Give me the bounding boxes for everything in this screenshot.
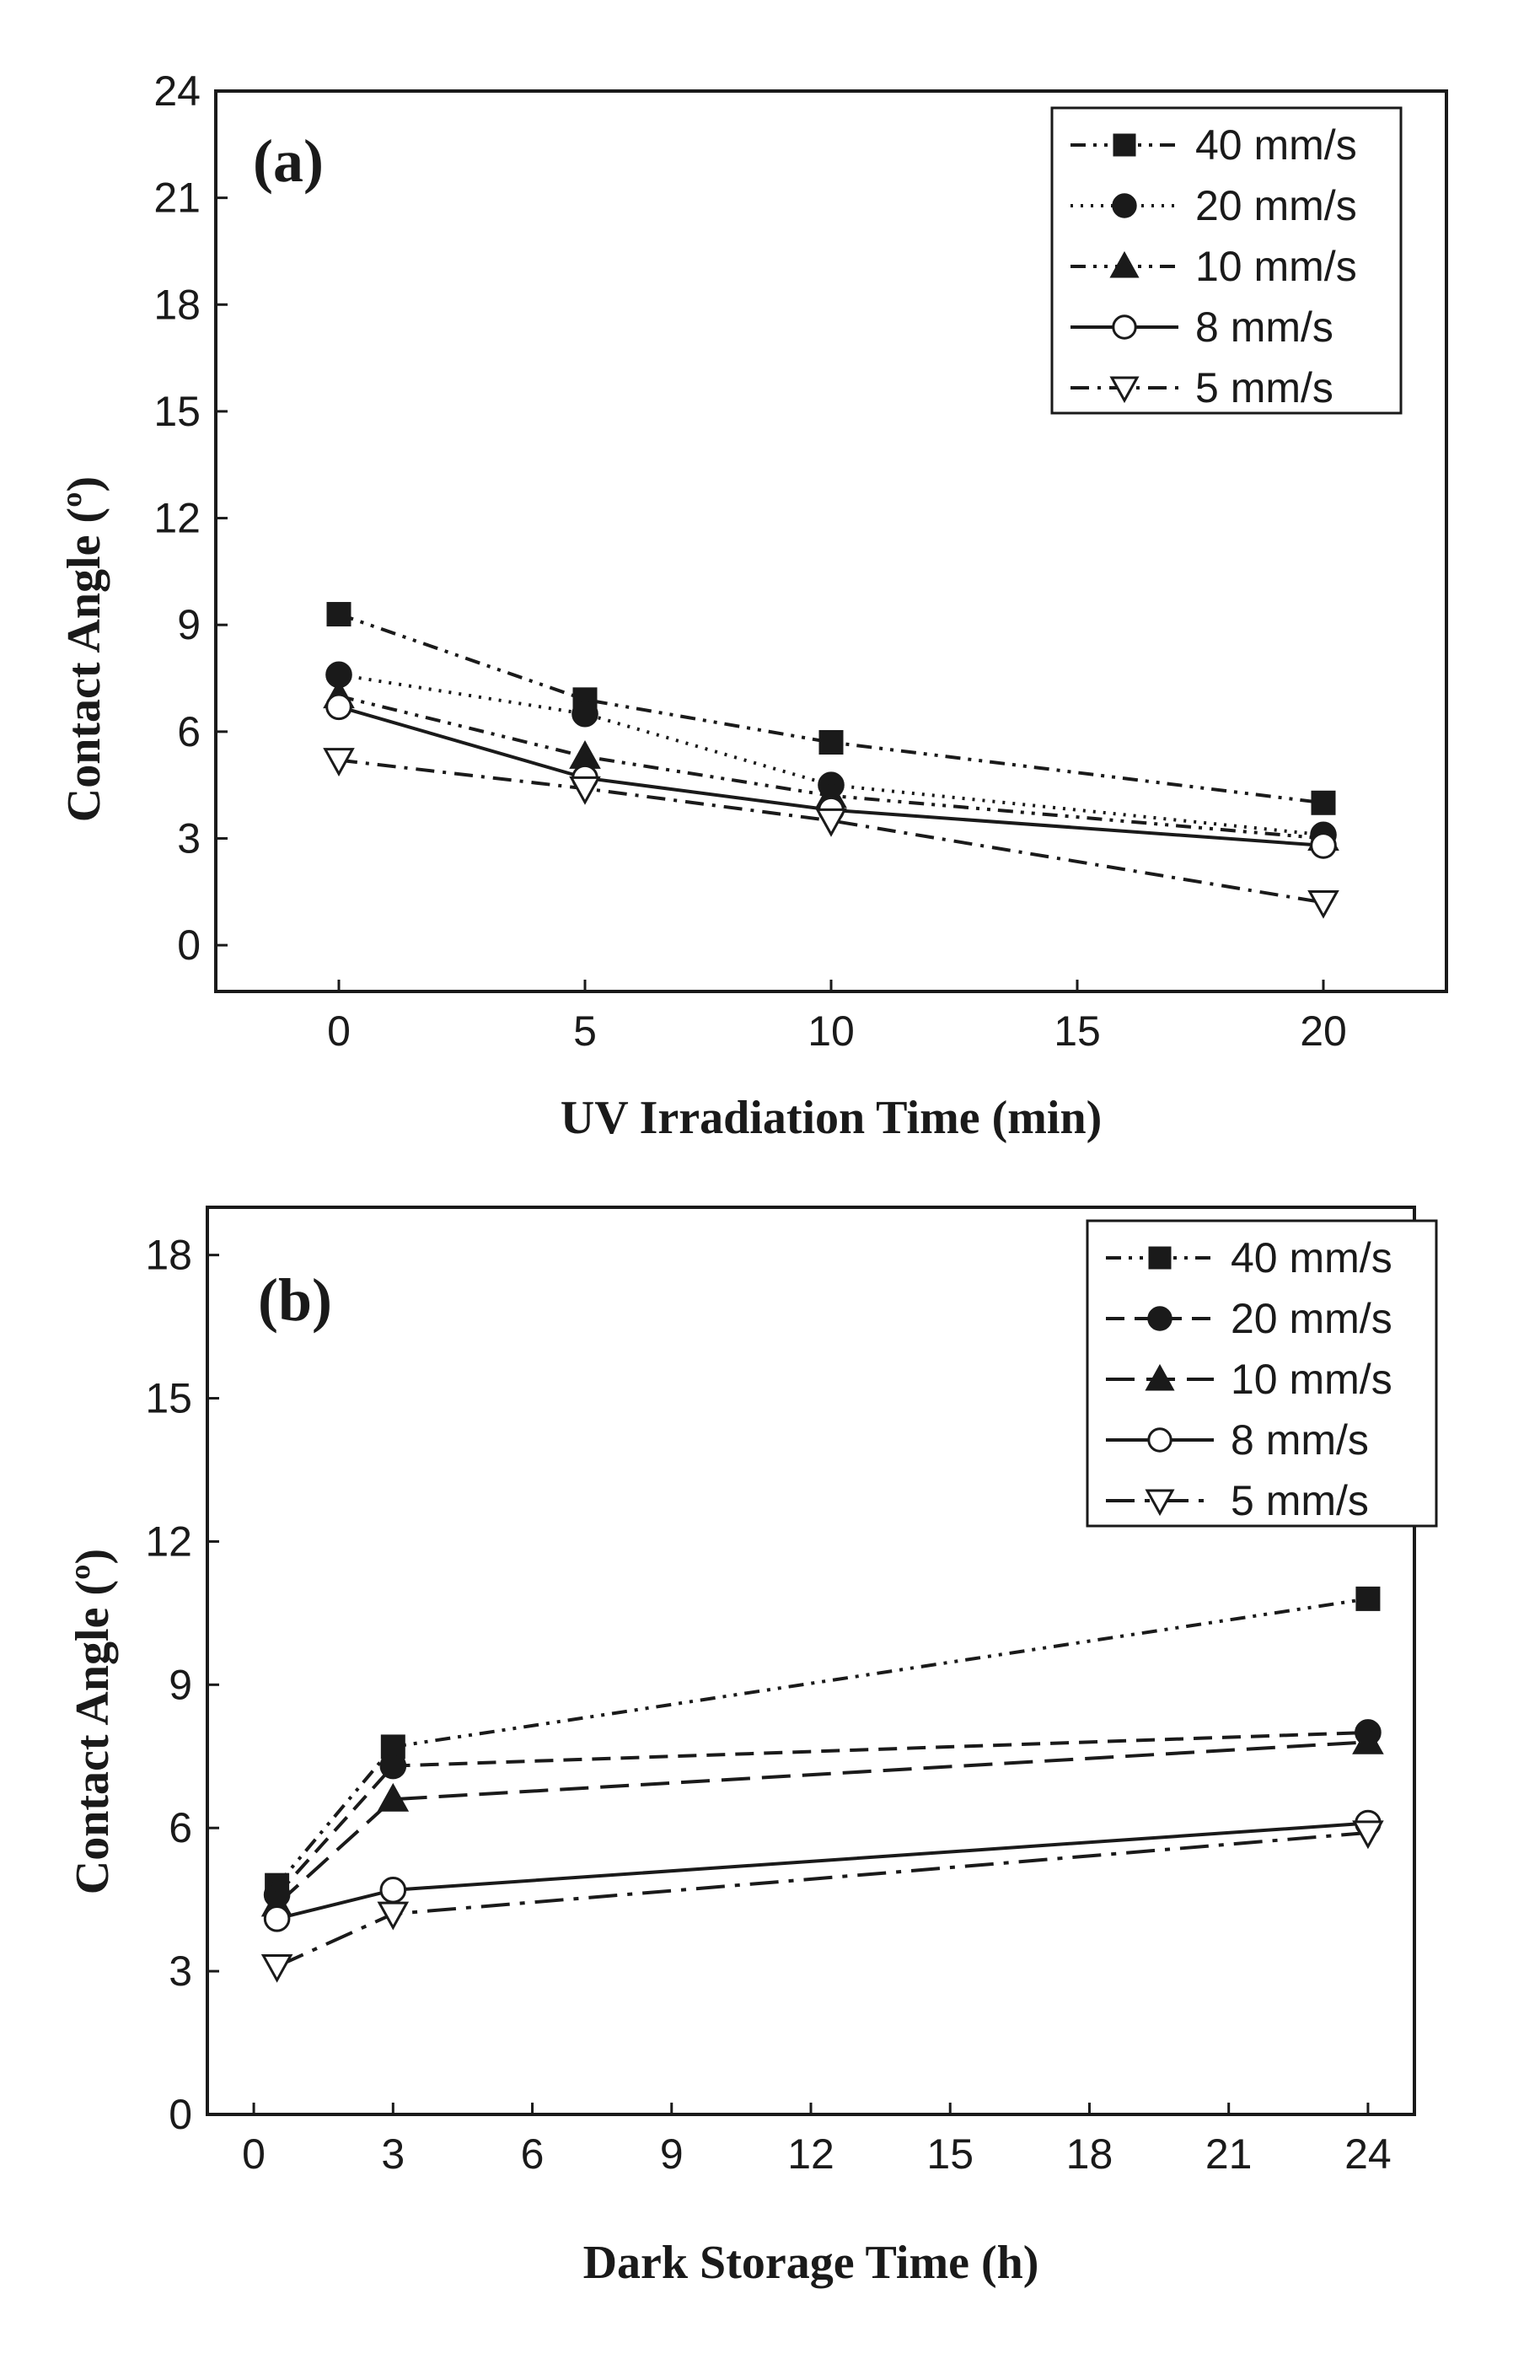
- data-point: [818, 730, 844, 755]
- panel-label-a: (a): [253, 127, 324, 195]
- data-point: [263, 1905, 291, 1932]
- x-axis-a: 0 5 10 15 20: [327, 980, 1347, 1055]
- x-tick-label: 0: [242, 2130, 266, 2178]
- legend-marker: [1145, 1489, 1175, 1517]
- legend-marker: [1147, 1306, 1172, 1331]
- series-lines-a: [338, 612, 1324, 905]
- data-point: [569, 776, 601, 805]
- y-tick-label: 18: [145, 1232, 192, 1279]
- legend-entry-label: 20 mm/s: [1231, 1295, 1392, 1342]
- x-tick-label: 18: [1066, 2130, 1113, 2178]
- legend-entry-label: 8 mm/s: [1231, 1416, 1369, 1464]
- y-tick-label: 6: [177, 708, 201, 755]
- x-tick-label: 20: [1300, 1007, 1347, 1055]
- y-tick-label: 9: [177, 601, 201, 648]
- panel-label-b: (b): [258, 1266, 332, 1334]
- y-tick-label: 12: [153, 495, 201, 542]
- chart-panel-a: 0 3 6 9 12 15 18 21 24 0 5 10 15 20 (a) UV Irradiati…: [58, 67, 1448, 1144]
- legend-marker: [1109, 376, 1140, 404]
- series-line: [338, 705, 1324, 847]
- legend-marker: [1148, 1246, 1172, 1270]
- legend-entry-label: 5 mm/s: [1231, 1477, 1369, 1524]
- x-tick-label: 0: [327, 1007, 351, 1055]
- legend-entry-label: 10 mm/s: [1195, 243, 1357, 290]
- data-point: [1352, 1725, 1384, 1754]
- y-axis-b: 0 3 6 9 12 15 18: [145, 1232, 219, 2138]
- x-tick-label: 12: [787, 2130, 834, 2178]
- y-axis-a: 0 3 6 9 12 15 18 21 24: [153, 67, 228, 969]
- legend-entry-label: 8 mm/s: [1195, 304, 1333, 351]
- y-tick-label: 24: [153, 67, 201, 115]
- x-axis-title-b: Dark Storage Time (h): [583, 2237, 1039, 2289]
- series-markers-b: [260, 1586, 1384, 1983]
- x-tick-label: 5: [573, 1007, 597, 1055]
- legend-marker: [1112, 193, 1137, 218]
- y-tick-label: 0: [169, 2091, 192, 2138]
- x-tick-label: 3: [381, 2130, 405, 2178]
- data-point: [1355, 1586, 1381, 1611]
- legend-entry-label: 10 mm/s: [1231, 1356, 1392, 1403]
- y-tick-label: 15: [145, 1375, 192, 1422]
- chart-panel-b: 0 3 6 9 12 15 18 0 3 6 9 12 15 18 21 24 (b) Dark Stora…: [67, 1206, 1438, 2289]
- legend-entry-label: 40 mm/s: [1231, 1234, 1392, 1281]
- data-point: [571, 700, 598, 728]
- legend-a: 40 mm/s 20 mm/s 10 mm/s 8 mm/s 5 mm/s: [1050, 106, 1403, 415]
- x-tick-label: 15: [926, 2130, 974, 2178]
- series-line: [276, 1740, 1369, 1906]
- x-tick-label: 6: [521, 2130, 545, 2178]
- series-line: [338, 758, 1324, 905]
- legend-box-b: [1086, 1219, 1438, 1528]
- y-tick-label: 18: [153, 281, 201, 328]
- data-point: [377, 1782, 410, 1812]
- legend-marker: [1113, 133, 1136, 157]
- legend-entry-label: 20 mm/s: [1195, 182, 1357, 229]
- x-axis-title-a: UV Irradiation Time (min): [561, 1092, 1102, 1144]
- x-tick-label: 24: [1344, 2130, 1392, 2178]
- legend-entry-label: 5 mm/s: [1195, 364, 1333, 411]
- data-point: [379, 1877, 407, 1904]
- legend-marker: [1112, 314, 1137, 340]
- y-tick-label: 9: [169, 1661, 192, 1708]
- data-point: [815, 808, 847, 837]
- x-tick-label: 15: [1054, 1007, 1101, 1055]
- y-tick-label: 3: [177, 814, 201, 862]
- y-axis-title-a: Contact Angle (º): [58, 476, 110, 822]
- x-tick-label: 10: [808, 1007, 855, 1055]
- data-point: [1310, 832, 1337, 859]
- x-tick-label: 9: [660, 2130, 684, 2178]
- x-axis-b: 0 3 6 9 12 15 18 21 24: [242, 2103, 1392, 2178]
- data-point: [323, 748, 355, 776]
- y-tick-label: 15: [153, 388, 201, 435]
- y-tick-label: 3: [169, 1948, 192, 1995]
- y-tick-label: 21: [153, 175, 201, 222]
- data-point: [377, 1901, 410, 1931]
- data-point: [379, 1752, 407, 1780]
- legend-entry-label: 40 mm/s: [1195, 121, 1357, 169]
- data-point: [260, 1953, 293, 1983]
- data-point: [325, 693, 352, 721]
- y-tick-label: 6: [169, 1804, 192, 1851]
- series-markers-a: [323, 602, 1339, 919]
- data-point: [1307, 889, 1339, 919]
- legend-b: 40 mm/s 20 mm/s 10 mm/s 8 mm/s 5 mm/s: [1086, 1219, 1438, 1528]
- legend-marker: [1147, 1427, 1172, 1453]
- series-line: [338, 694, 1324, 841]
- y-tick-label: 0: [177, 921, 201, 969]
- legend-marker: [1145, 1363, 1175, 1391]
- data-point: [326, 602, 351, 627]
- data-point: [1311, 790, 1336, 815]
- legend-marker: [1109, 250, 1140, 278]
- y-tick-label: 12: [145, 1518, 192, 1565]
- x-tick-label: 21: [1205, 2130, 1253, 2178]
- legend-box-a: [1050, 106, 1403, 415]
- data-point: [1352, 1820, 1384, 1850]
- y-axis-title-b: Contact Angle (º): [67, 1549, 119, 1894]
